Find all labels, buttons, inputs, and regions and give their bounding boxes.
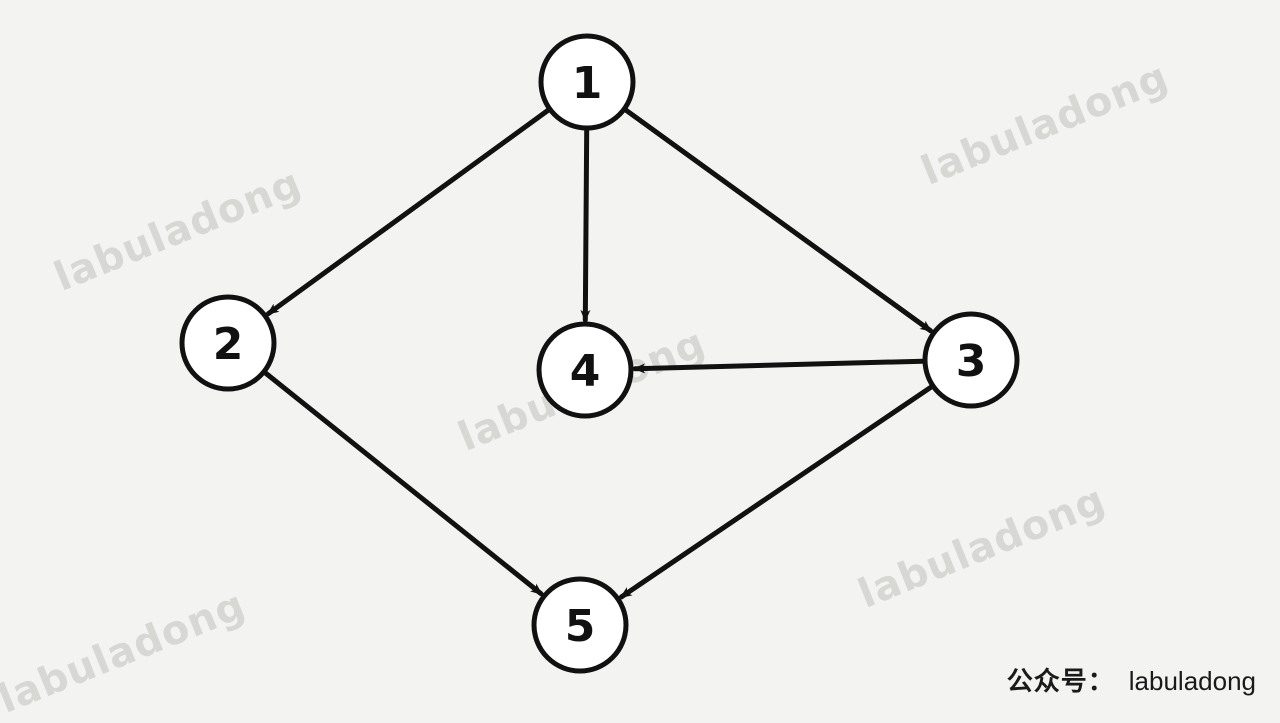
node-label: 2 [213,319,244,370]
credit-prefix: 公众号： [1006,667,1115,697]
node-label: 5 [565,601,596,652]
nodes-layer: 1 2 3 4 5 [179,33,1020,674]
node-4: 4 [536,321,634,419]
edge-1-to-3 [623,107,933,334]
credit: 公众号： labuladong [1007,661,1256,698]
node-5: 5 [531,576,629,674]
node-3: 3 [922,311,1020,409]
node-circle [538,33,636,131]
node-circle [922,311,1020,409]
edge-3-to-4 [632,358,926,374]
node-circle [179,294,277,392]
edge-3-to-5 [618,384,934,600]
node-circle [531,576,629,674]
node-1: 1 [538,33,636,131]
edge-1-to-4 [580,127,591,323]
node-label: 4 [570,346,601,397]
node-label: 1 [572,58,603,109]
node-2: 2 [179,294,277,392]
edge-1-to-2 [265,107,551,317]
credit-name: labuladong [1128,666,1256,696]
edges-layer [263,107,934,600]
edge-2-to-5 [263,370,544,597]
node-label: 3 [956,336,987,387]
node-circle [536,321,634,419]
